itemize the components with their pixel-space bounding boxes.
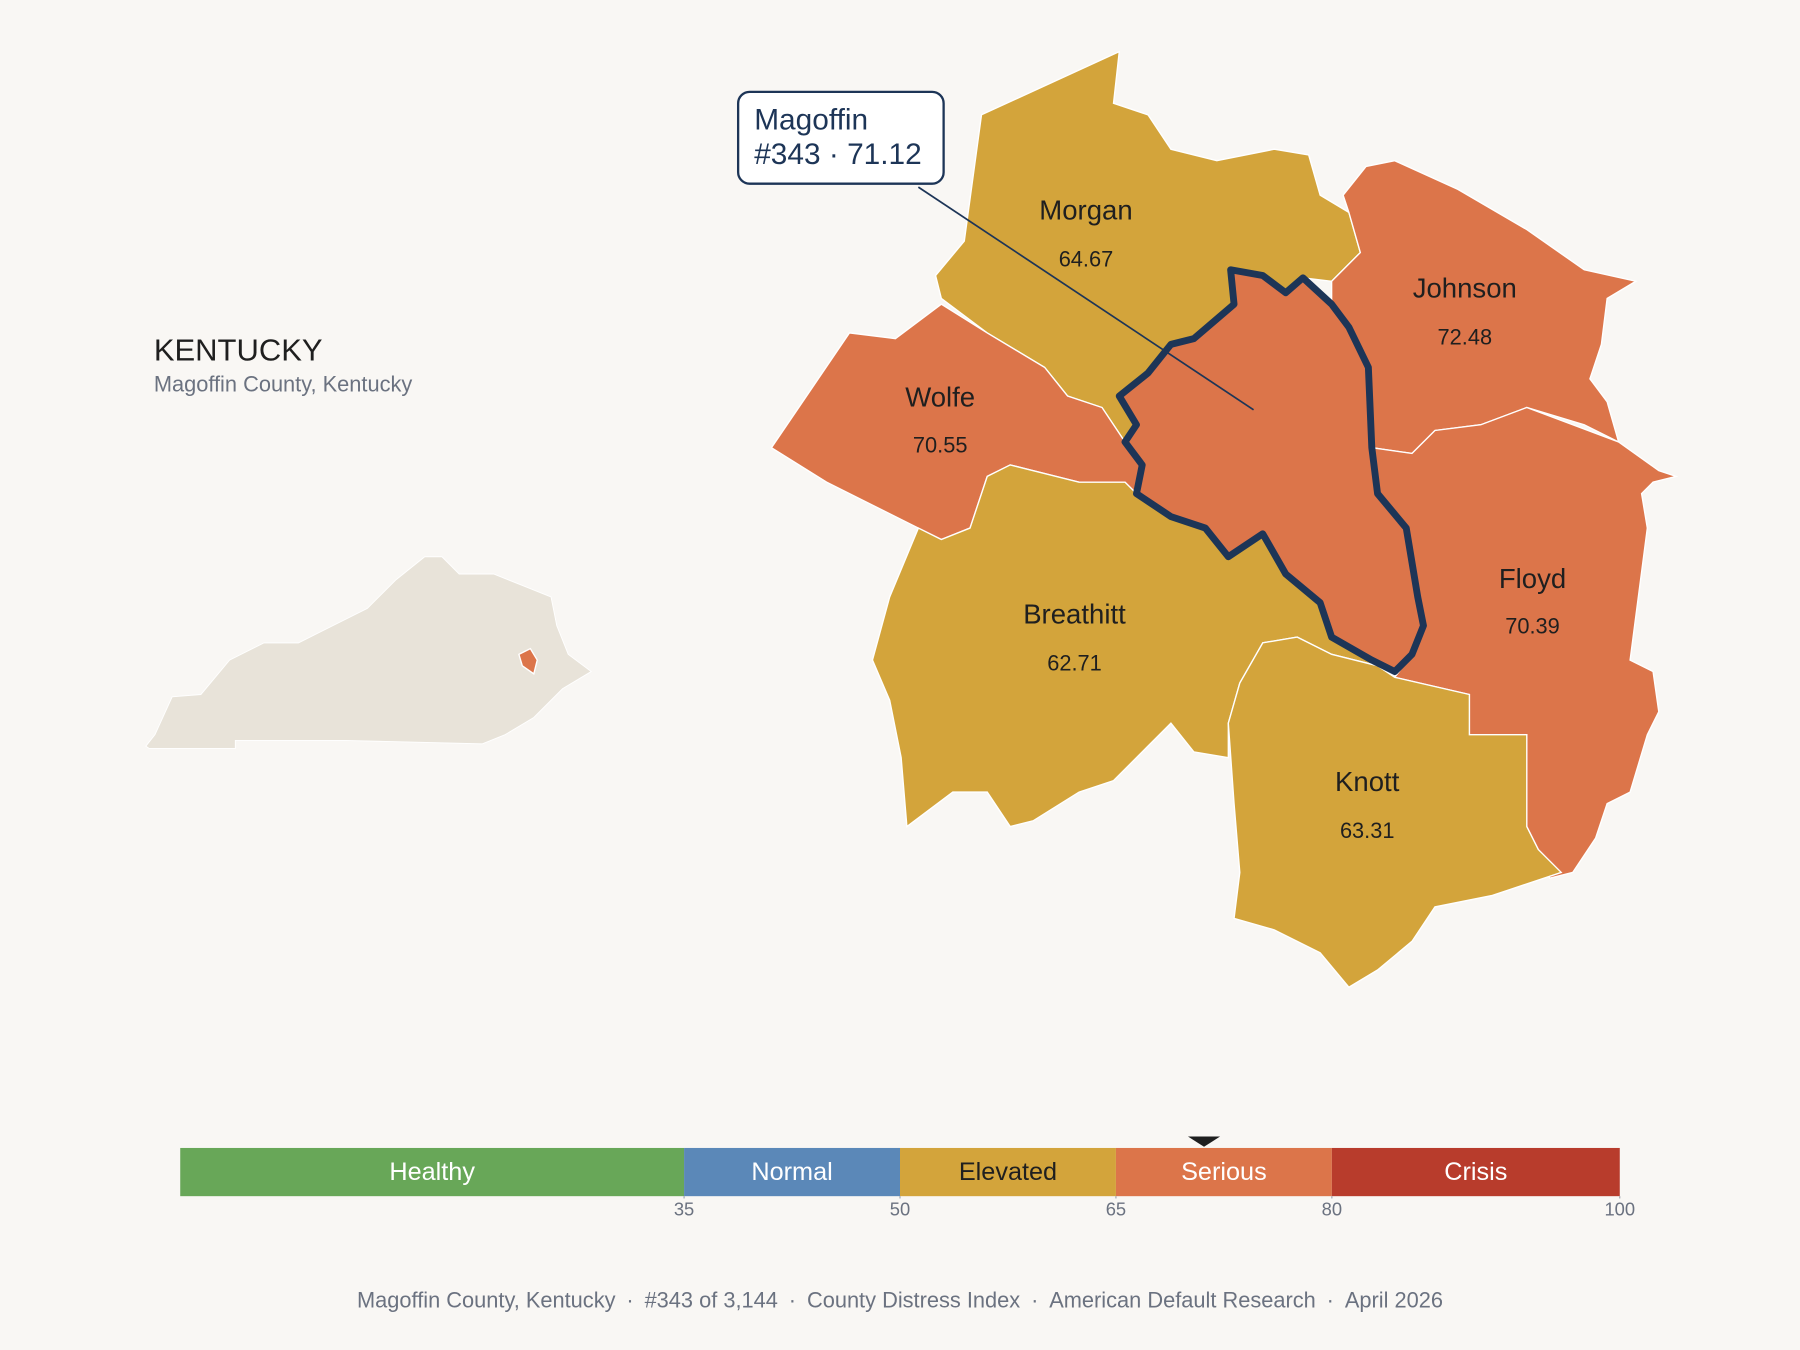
county-value: 63.31	[1340, 818, 1395, 843]
county-name: Breathitt	[1023, 598, 1126, 629]
callout-leader	[917, 186, 1255, 411]
county-name: Morgan	[1039, 194, 1132, 225]
footer-item: #343 of 3,144	[645, 1288, 778, 1313]
value-marker	[1187, 1136, 1221, 1147]
footer-separator: ·	[1316, 1288, 1345, 1313]
county-shape[interactable]	[1330, 159, 1638, 455]
footer-item: Magoffin County, Kentucky	[357, 1288, 616, 1313]
callout-box	[736, 90, 945, 185]
county-name: Johnson	[1413, 272, 1517, 303]
footer: Magoffin County, Kentucky · #343 of 3,14…	[357, 1288, 1443, 1313]
callout-detail: #343 · 71.12	[754, 138, 922, 171]
legend-band-label: Healthy	[389, 1158, 475, 1186]
state-inset	[145, 556, 593, 749]
county-name: Knott	[1335, 766, 1400, 797]
tick-label: 100	[1604, 1199, 1635, 1220]
tick-label: 50	[890, 1199, 910, 1220]
legend-band	[1115, 1147, 1332, 1197]
legend-band	[684, 1147, 900, 1197]
legend-band-label: Crisis	[1444, 1158, 1507, 1186]
county-value: 62.71	[1047, 650, 1102, 675]
tick-label: 80	[1322, 1199, 1342, 1220]
callout-name: Magoffin	[754, 104, 868, 137]
county-name: Wolfe	[905, 381, 975, 412]
inset-highlight	[518, 647, 538, 675]
county-value: 70.55	[913, 432, 968, 457]
footer-separator: ·	[778, 1288, 807, 1313]
legend-scale: Healthy Normal Elevated Serious Crisis 35 50 65…	[180, 1136, 1635, 1220]
footer-item: County Distress Index	[807, 1288, 1020, 1313]
legend-band-label: Normal	[751, 1158, 832, 1186]
state-title: KENTUCKY	[154, 332, 323, 367]
tick-label: 65	[1106, 1199, 1126, 1220]
footer-item: American Default Research	[1049, 1288, 1316, 1313]
county-value: 72.48	[1438, 324, 1493, 349]
legend-band-label: Elevated	[959, 1158, 1057, 1186]
legend-band	[180, 1147, 685, 1197]
footer-item: April 2026	[1345, 1288, 1443, 1313]
county-name: Floyd	[1499, 563, 1566, 594]
legend-band	[1331, 1147, 1620, 1197]
legend-band-label: Serious	[1181, 1158, 1267, 1186]
subtitle: Magoffin County, Kentucky	[154, 371, 413, 396]
county-layer	[770, 50, 1679, 989]
county-value: 64.67	[1059, 246, 1114, 271]
tick-label: 35	[674, 1199, 694, 1220]
footer-separator: ·	[1020, 1288, 1049, 1313]
footer-separator: ·	[616, 1288, 645, 1313]
county-shape[interactable]	[1227, 636, 1563, 989]
legend-band	[900, 1147, 1116, 1197]
county-value: 70.39	[1505, 614, 1560, 639]
